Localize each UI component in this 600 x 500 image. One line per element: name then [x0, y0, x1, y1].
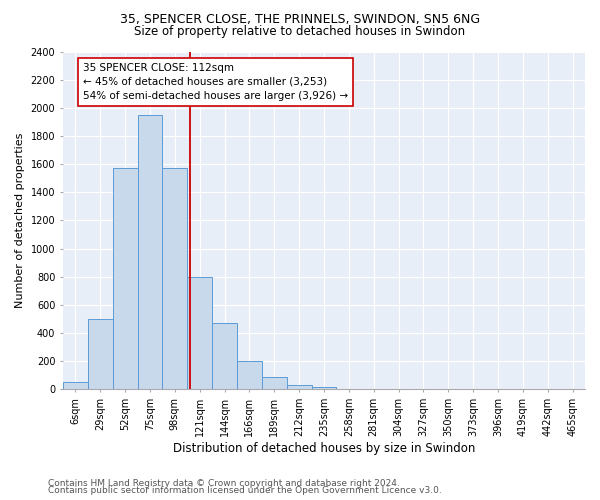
Bar	[311, 386, 337, 390]
Text: Contains HM Land Registry data © Crown copyright and database right 2024.: Contains HM Land Registry data © Crown c…	[48, 478, 400, 488]
X-axis label: Distribution of detached houses by size in Swindon: Distribution of detached houses by size …	[173, 442, 475, 455]
Y-axis label: Number of detached properties: Number of detached properties	[15, 133, 25, 308]
Bar	[212, 322, 237, 390]
Bar	[63, 382, 88, 390]
Bar	[88, 319, 113, 390]
Bar	[163, 168, 187, 390]
Bar	[287, 385, 311, 390]
Text: 35 SPENCER CLOSE: 112sqm
← 45% of detached houses are smaller (3,253)
54% of sem: 35 SPENCER CLOSE: 112sqm ← 45% of detach…	[83, 63, 348, 101]
Bar	[137, 115, 163, 390]
Text: Contains public sector information licensed under the Open Government Licence v3: Contains public sector information licen…	[48, 486, 442, 495]
Bar	[237, 362, 262, 390]
Text: Size of property relative to detached houses in Swindon: Size of property relative to detached ho…	[134, 25, 466, 38]
Text: 35, SPENCER CLOSE, THE PRINNELS, SWINDON, SN5 6NG: 35, SPENCER CLOSE, THE PRINNELS, SWINDON…	[120, 12, 480, 26]
Bar	[187, 277, 212, 390]
Bar	[113, 168, 137, 390]
Bar	[262, 378, 287, 390]
